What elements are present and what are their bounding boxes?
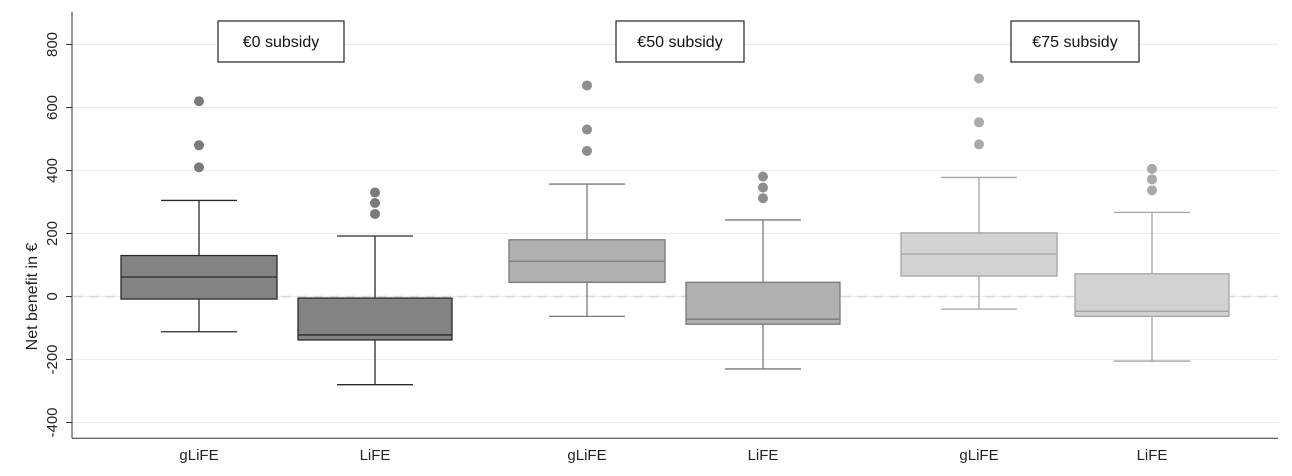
x-category-label-2: gLiFE	[567, 447, 606, 464]
panel-label-box	[217, 20, 345, 63]
y-tick-label-1: -200	[44, 344, 61, 374]
outlier-point-2	[582, 80, 592, 91]
outlier-point-1	[1147, 174, 1157, 185]
outlier-point-2	[974, 73, 984, 84]
outlier-point-1	[758, 182, 768, 193]
box-group-2-0	[900, 73, 1058, 310]
y-tick-label-4: 400	[44, 158, 61, 183]
panel-label-text: €0 subsidy	[243, 34, 320, 51]
panel-label-0: €0 subsidy	[217, 20, 345, 63]
outlier-point-0	[1147, 185, 1157, 196]
grid-layer	[73, 44, 1278, 423]
panel-label-1: €50 subsidy	[615, 20, 745, 63]
panel-label-text: €50 subsidy	[637, 34, 722, 51]
x-category-label-1: LiFE	[360, 447, 391, 464]
iqr-box	[297, 297, 453, 341]
x-category-label-0: gLiFE	[179, 447, 218, 464]
outlier-point-0	[758, 193, 768, 204]
box-group-2-1	[1074, 163, 1230, 362]
x-category-label-3: LiFE	[748, 447, 779, 464]
panel-label-box	[615, 20, 745, 63]
box-group-0-1	[297, 187, 453, 386]
iqr-box	[685, 281, 841, 325]
outlier-point-1	[194, 140, 204, 151]
box-group-0-0	[120, 96, 278, 333]
iqr-box	[1074, 273, 1230, 317]
outlier-point-2	[1147, 163, 1157, 174]
outlier-point-0	[370, 208, 380, 219]
outlier-point-2	[758, 171, 768, 182]
x-category-label-5: LiFE	[1137, 447, 1168, 464]
y-tick-label-0: -400	[44, 407, 61, 437]
y-tick-label-3: 200	[44, 221, 61, 246]
boxes-layer	[120, 73, 1230, 386]
y-tick-label-5: 600	[44, 95, 61, 120]
x-category-label-4: gLiFE	[959, 447, 998, 464]
outlier-point-1	[582, 124, 592, 135]
outlier-point-0	[194, 162, 204, 173]
labels-layer: gLiFE LiFE €0 subsidy gLiFE LiFE €50 subsidy g…	[179, 20, 1168, 464]
box-group-1-1	[685, 171, 841, 370]
panel-label-2: €75 subsidy	[1010, 20, 1140, 63]
y-axis-label: Net benefit in €	[24, 243, 41, 351]
outlier-point-2	[370, 187, 380, 198]
axes-layer: -400 -200 0 200 400 600 800 Net benefit in €	[24, 11, 1278, 439]
panel-label-box	[1010, 20, 1140, 63]
panel-label-text: €75 subsidy	[1032, 34, 1117, 51]
outlier-point-1	[370, 197, 380, 208]
y-tick-label-6: 800	[44, 32, 61, 57]
outlier-point-0	[974, 139, 984, 150]
box-group-1-0	[508, 80, 666, 317]
outlier-point-1	[974, 117, 984, 128]
y-tick-label-2: 0	[44, 292, 61, 300]
outlier-point-0	[582, 145, 592, 156]
outlier-point-2	[194, 96, 204, 107]
